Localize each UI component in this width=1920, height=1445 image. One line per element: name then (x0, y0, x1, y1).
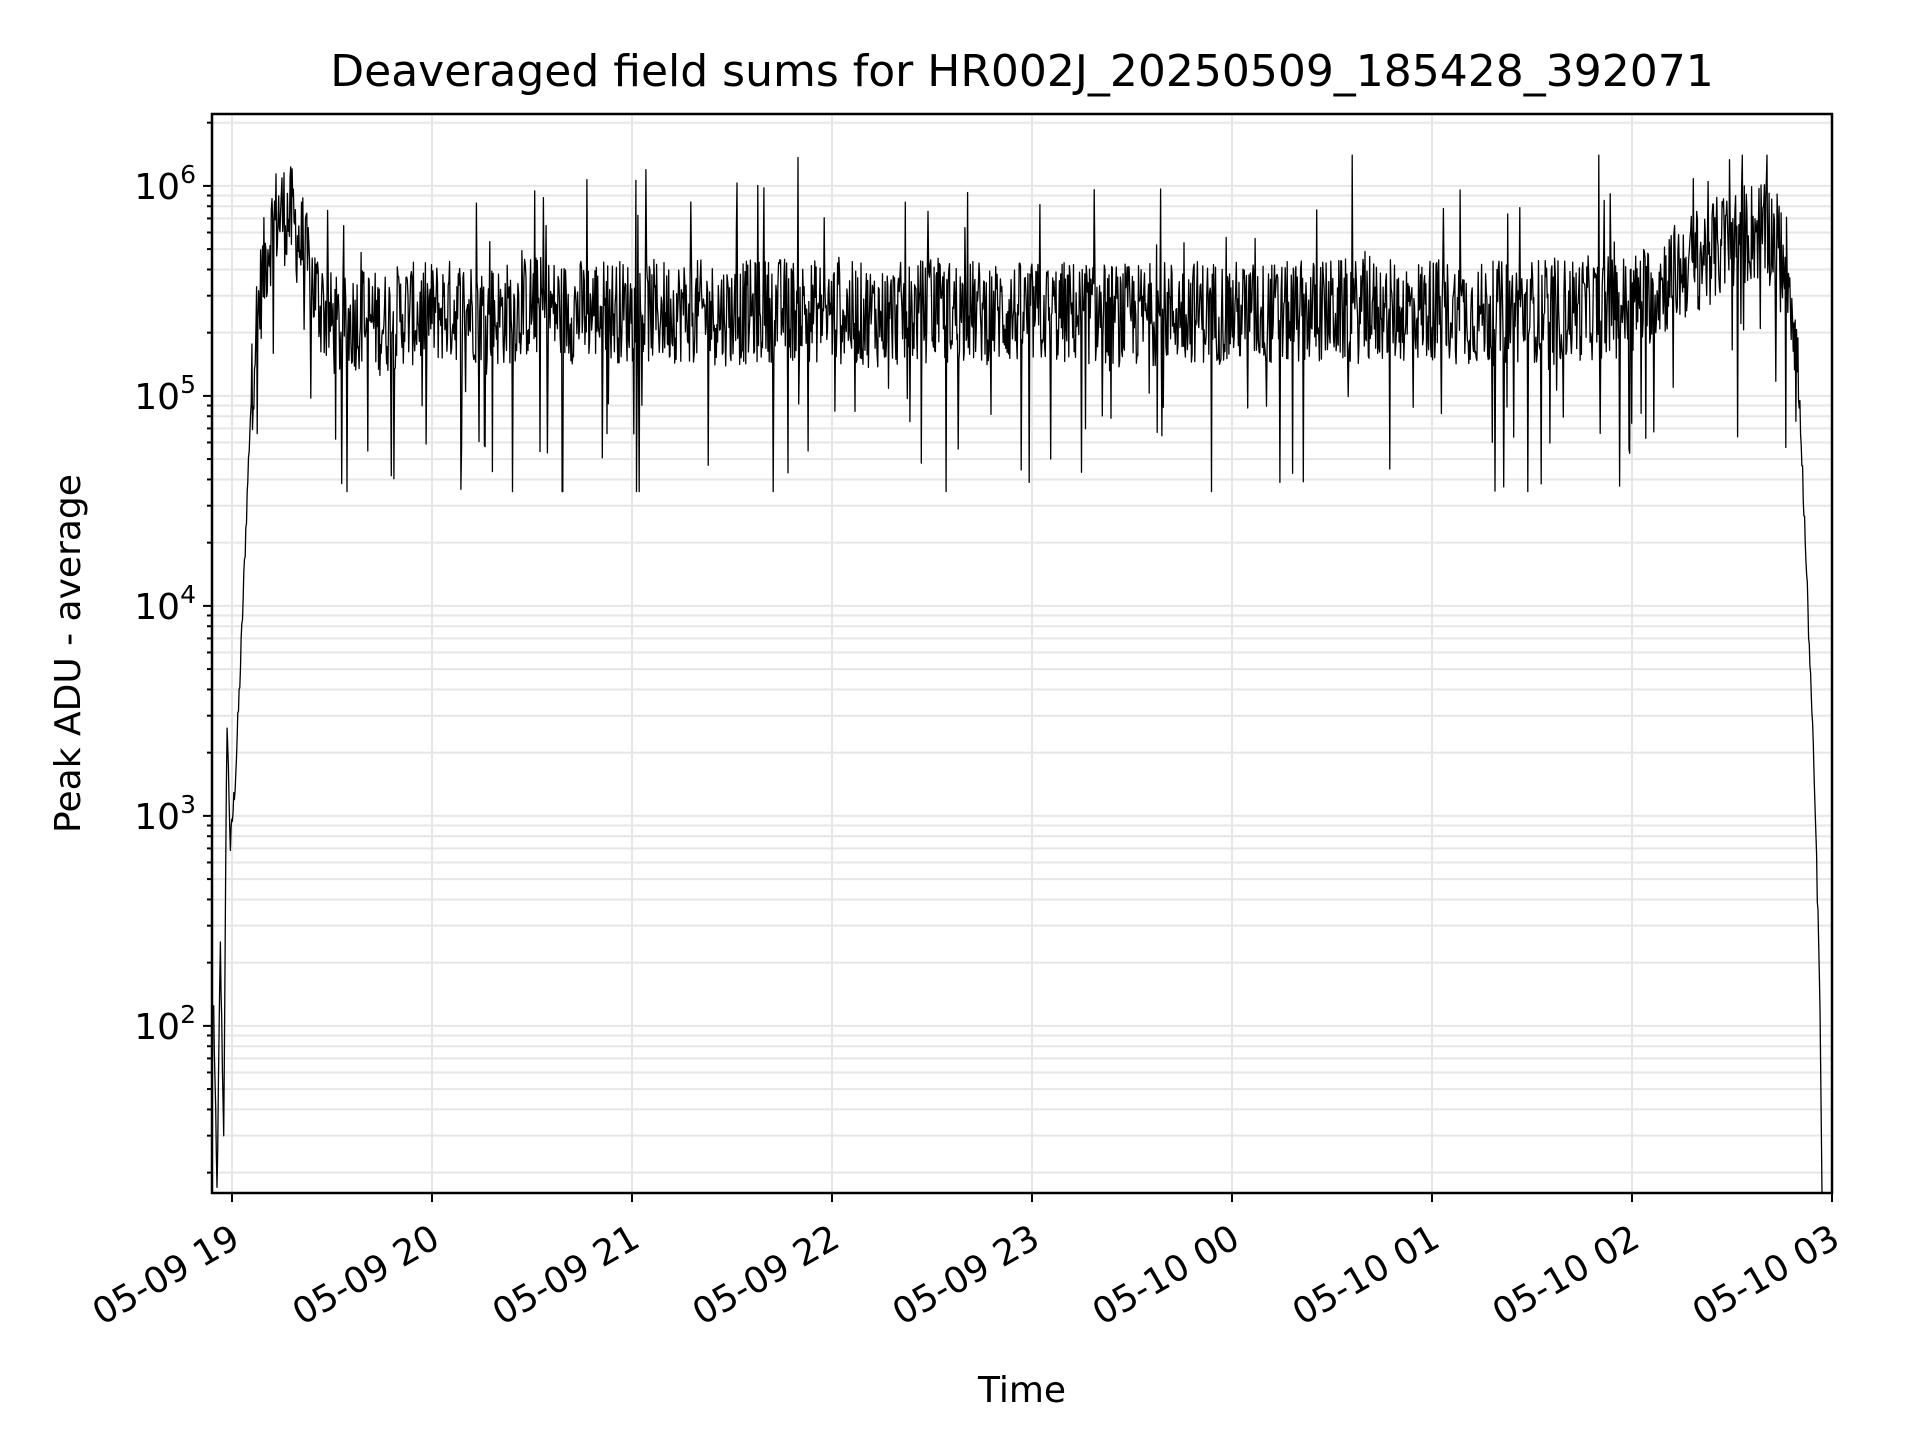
series-layer (213, 154, 1823, 1194)
x-tick-label: 05-09 21 (486, 1217, 647, 1333)
plot-frame (210, 112, 1834, 1195)
chart-title: Deaveraged field sums for HR002J_2025050… (330, 46, 1714, 97)
y-tick-label: 103 (134, 790, 196, 838)
x-tick-label: 05-10 01 (1286, 1217, 1447, 1333)
x-tick-label: 05-10 03 (1686, 1217, 1847, 1333)
x-axis-label: Time (977, 1370, 1066, 1411)
x-tick-label: 05-09 19 (86, 1217, 247, 1333)
y-tick-label: 104 (134, 580, 196, 628)
series-line-0 (213, 154, 1823, 1194)
x-tick-label: 05-09 20 (286, 1217, 447, 1333)
y-tick-label: 105 (134, 370, 196, 418)
x-tick-label: 05-10 00 (1086, 1217, 1247, 1333)
y-axis-label: Peak ADU - average (48, 474, 89, 833)
y-tick-label: 106 (134, 160, 196, 208)
x-tick-label: 05-09 23 (886, 1217, 1047, 1333)
y-tick-label: 102 (134, 1000, 196, 1048)
grid (212, 114, 1833, 1193)
x-tick-label: 05-10 02 (1486, 1217, 1647, 1333)
x-tick-label: 05-09 22 (686, 1217, 847, 1333)
